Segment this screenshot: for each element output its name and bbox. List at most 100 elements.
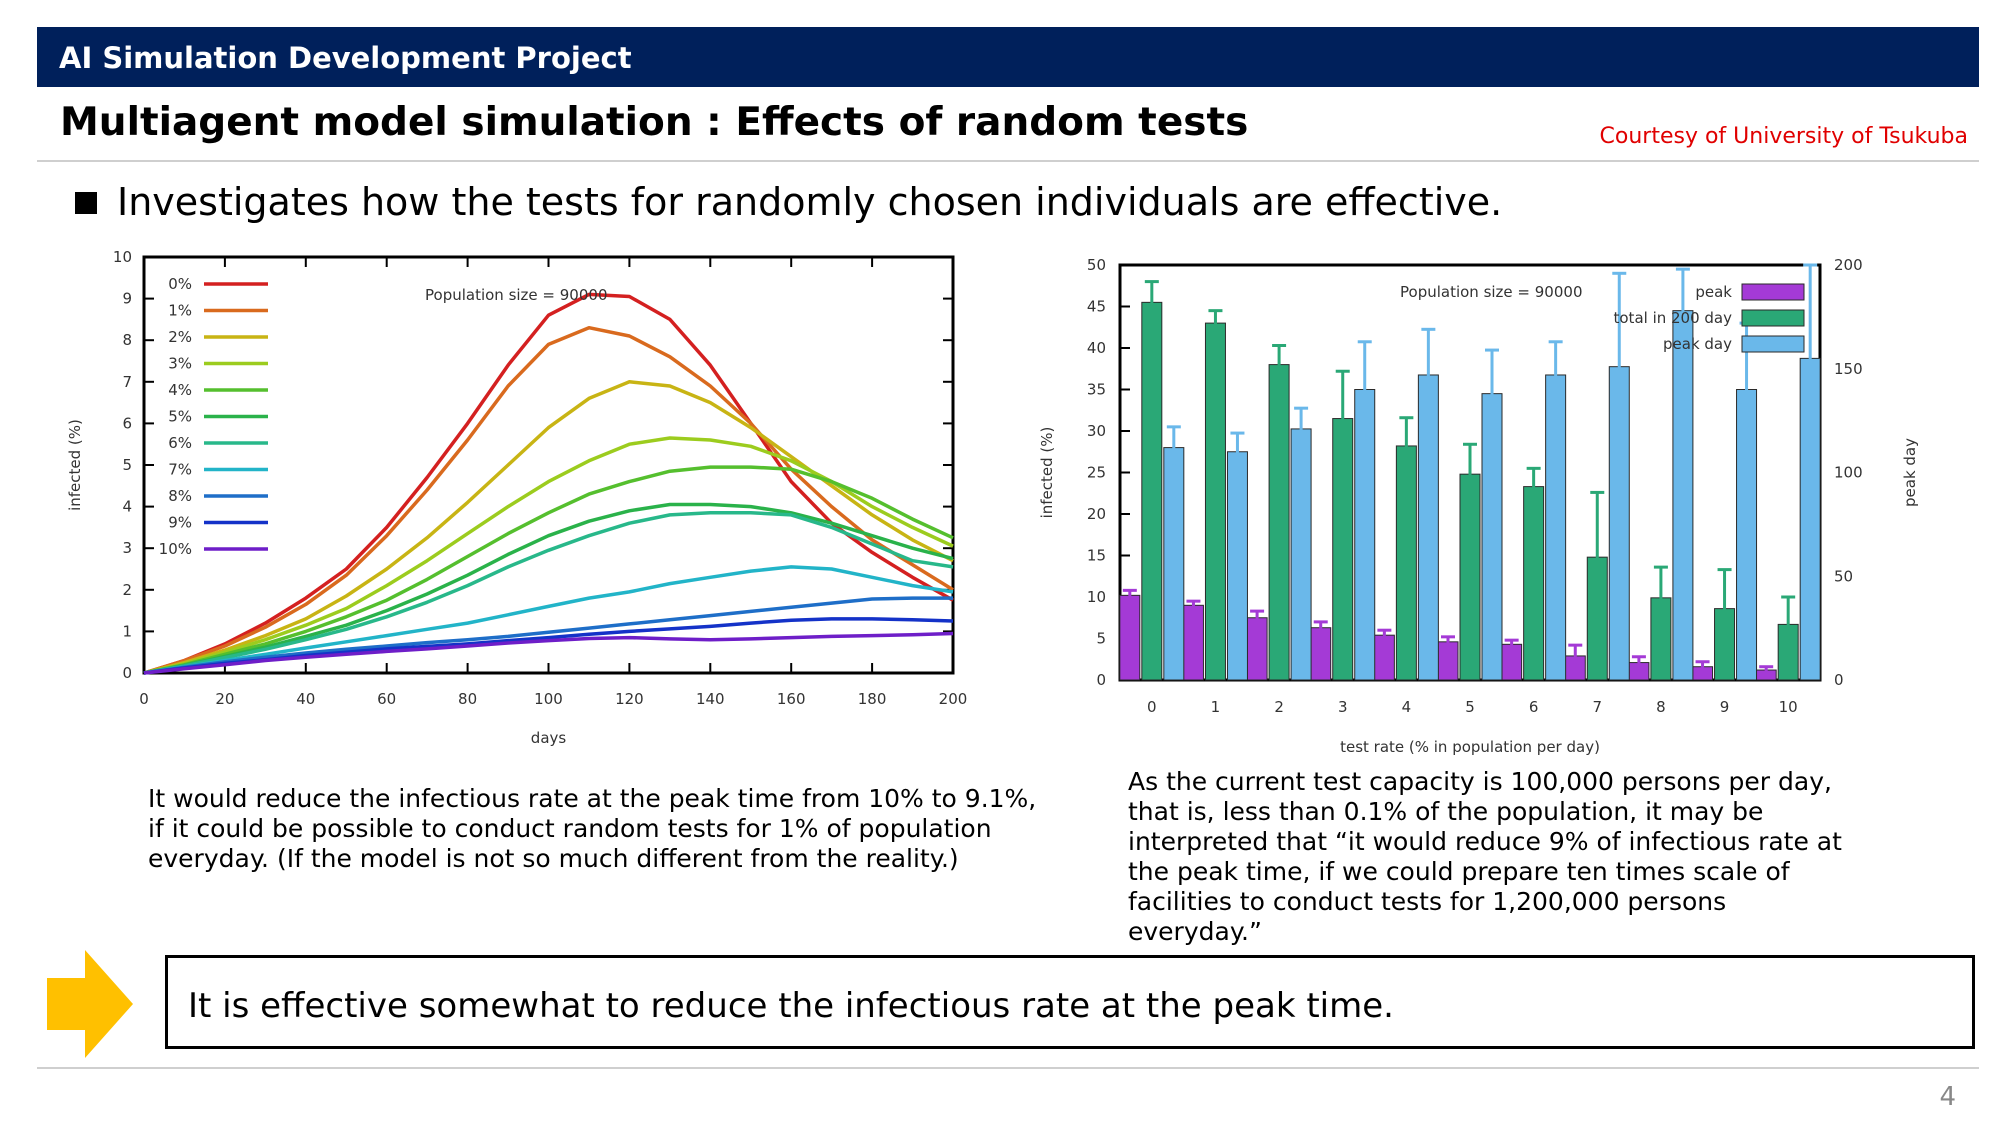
legend-label: 9% <box>168 514 192 532</box>
legend-label: 10% <box>159 540 192 558</box>
x-tick-label: 200 <box>939 690 968 708</box>
y-tick-label: 10 <box>1087 588 1106 606</box>
project-name: AI Simulation Development Project <box>59 41 632 75</box>
y2-axis-label: peak day <box>1901 438 1919 507</box>
x-tick-label: 8 <box>1656 698 1666 716</box>
y2-tick-label: 0 <box>1834 671 1844 689</box>
slide-title: Multiagent model simulation : Effects of… <box>60 100 1249 145</box>
y2-tick-label: 150 <box>1834 360 1863 378</box>
y-axis-label: infected (%) <box>1038 427 1056 519</box>
bar <box>1163 447 1185 681</box>
y-tick-label: 0 <box>1096 671 1106 689</box>
y-axis-label: infected (%) <box>66 419 84 511</box>
x-tick-label: 180 <box>858 690 887 708</box>
x-tick-label: 10 <box>1779 698 1798 716</box>
y2-tick-label: 200 <box>1834 256 1863 274</box>
x-tick-label: 2 <box>1274 698 1284 716</box>
bar <box>1310 627 1332 681</box>
bar <box>1373 634 1395 681</box>
header-bar: AI Simulation Development Project <box>37 27 1979 87</box>
x-tick-label: 100 <box>534 690 563 708</box>
y-tick-label: 4 <box>122 498 132 516</box>
y-tick-label: 35 <box>1087 381 1106 399</box>
legend-label: peak day <box>1663 335 1732 353</box>
x-tick-label: 3 <box>1338 698 1348 716</box>
courtesy-credit: Courtesy of University of Tsukuba <box>1599 124 1968 149</box>
x-tick-label: 9 <box>1720 698 1730 716</box>
bar <box>1246 617 1268 681</box>
legend-label: 2% <box>168 328 192 346</box>
legend-label: total in 200 day <box>1614 309 1733 327</box>
conclusion-box: It is effective somewhat to reduce the i… <box>165 955 1975 1049</box>
y-tick-label: 10 <box>113 248 132 266</box>
chart-annotation: Population size = 90000 <box>1400 283 1582 301</box>
y-tick-label: 2 <box>122 581 132 599</box>
x-tick-label: 40 <box>296 690 315 708</box>
series-line <box>143 596 953 675</box>
bar <box>1268 364 1290 681</box>
square-bullet-icon <box>75 192 97 214</box>
bar <box>1141 301 1163 681</box>
y-tick-label: 20 <box>1087 505 1106 523</box>
legend-label: 3% <box>168 355 192 373</box>
bar <box>1523 486 1545 681</box>
x-tick-label: 4 <box>1402 698 1412 716</box>
legend-label: 8% <box>168 487 192 505</box>
x-axis-label: days <box>531 729 567 747</box>
bar <box>1119 594 1141 681</box>
series-line <box>143 502 954 675</box>
y-tick-label: 7 <box>122 373 132 391</box>
x-tick-label: 60 <box>377 690 396 708</box>
y2-tick-label: 100 <box>1834 464 1863 482</box>
plot-frame <box>142 255 955 675</box>
series-line <box>143 465 954 675</box>
x-tick-label: 20 <box>215 690 234 708</box>
x-tick-label: 120 <box>615 690 644 708</box>
legend-label: 0% <box>168 275 192 293</box>
legend-label: peak <box>1695 283 1732 301</box>
legend-swatch <box>1741 335 1805 353</box>
x-tick-label: 0 <box>1147 698 1157 716</box>
x-tick-label: 160 <box>777 690 806 708</box>
x-tick-label: 80 <box>458 690 477 708</box>
conclusion-text: It is effective somewhat to reduce the i… <box>188 986 1394 1026</box>
right-note-line: facilities to conduct tests for 1,200,00… <box>1128 887 1727 916</box>
series-line <box>143 565 954 675</box>
bullet-text: Investigates how the tests for randomly … <box>117 180 1503 224</box>
y-tick-label: 5 <box>1096 630 1106 648</box>
bar <box>1182 604 1204 681</box>
legend-label: 4% <box>168 381 192 399</box>
y-tick-label: 6 <box>122 414 132 432</box>
left-note: It would reduce the infectious rate at t… <box>148 784 1036 874</box>
series-line <box>143 436 954 675</box>
right-note-line: interpreted that “it would reduce 9% of … <box>1128 827 1842 856</box>
y-tick-label: 50 <box>1087 256 1106 274</box>
y2-tick-label: 50 <box>1834 567 1853 585</box>
legend-label: 7% <box>168 461 192 479</box>
y-tick-label: 0 <box>122 664 132 682</box>
legend-label: 1% <box>168 302 192 320</box>
bar <box>1204 322 1226 681</box>
y-tick-label: 3 <box>122 539 132 557</box>
bar <box>1290 428 1312 681</box>
y-tick-label: 8 <box>122 331 132 349</box>
page-number: 4 <box>1939 1082 1956 1112</box>
divider-bottom <box>37 1067 1979 1069</box>
x-tick-label: 1 <box>1211 698 1221 716</box>
y-tick-label: 25 <box>1087 464 1106 482</box>
series-line <box>143 325 954 675</box>
x-tick-label: 140 <box>696 690 725 708</box>
right-note-line: the peak time, if we could prepare ten t… <box>1128 857 1790 886</box>
y-tick-label: 1 <box>122 622 132 640</box>
right-note-line: that is, less than 0.1% of the populatio… <box>1128 797 1764 826</box>
left-note-line: if it could be possible to conduct rando… <box>148 814 992 843</box>
series-line <box>143 511 954 675</box>
charts-canvas: 0 20 40 60 80 100 120 140 160 180 200012345678910d… <box>66 248 1919 756</box>
x-tick-label: 7 <box>1592 698 1602 716</box>
right-note-line: As the current test capacity is 100,000 … <box>1128 767 1832 796</box>
y-tick-label: 40 <box>1087 339 1106 357</box>
x-tick-label: 0 <box>139 690 149 708</box>
y-tick-label: 9 <box>122 290 132 308</box>
x-tick-label: 5 <box>1465 698 1475 716</box>
y-tick-label: 45 <box>1087 298 1106 316</box>
